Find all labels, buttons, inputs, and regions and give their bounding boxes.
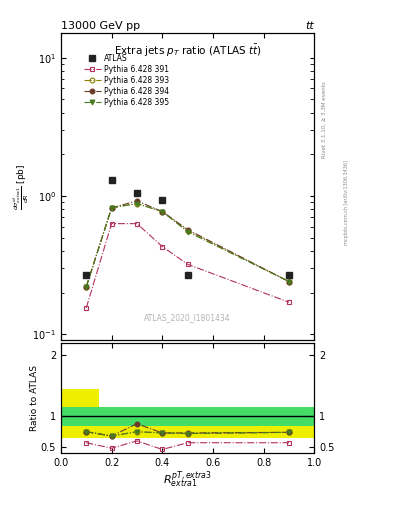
Text: Extra jets $p_T$ ratio (ATLAS $t\bar{t}$): Extra jets $p_T$ ratio (ATLAS $t\bar{t}$… (114, 42, 262, 58)
ATLAS (287, 271, 292, 278)
Line: Pythia 6.428 391: Pythia 6.428 391 (84, 221, 292, 310)
Y-axis label: $\frac{d\sigma^{id}_{extra1}}{dR}$ [pb]: $\frac{d\sigma^{id}_{extra1}}{dR}$ [pb] (11, 164, 31, 210)
Pythia 6.428 394 (287, 279, 292, 285)
ATLAS (160, 197, 165, 203)
Line: Pythia 6.428 393: Pythia 6.428 393 (84, 201, 292, 289)
Pythia 6.428 395 (109, 205, 114, 211)
Pythia 6.428 393 (134, 201, 140, 207)
Text: Rivet 3.1.10, ≥ 3.3M events: Rivet 3.1.10, ≥ 3.3M events (322, 81, 327, 158)
ATLAS (84, 271, 89, 278)
Text: ATLAS_2020_I1801434: ATLAS_2020_I1801434 (144, 313, 231, 322)
Pythia 6.428 391 (134, 221, 140, 227)
Pythia 6.428 391 (287, 299, 292, 305)
Pythia 6.428 394 (109, 205, 114, 211)
Pythia 6.428 395 (287, 279, 292, 285)
X-axis label: $R^{pT,extra3}_{extra1}$: $R^{pT,extra3}_{extra1}$ (163, 470, 212, 490)
Line: Pythia 6.428 395: Pythia 6.428 395 (84, 201, 292, 289)
Line: ATLAS: ATLAS (83, 177, 292, 278)
Legend: ATLAS, Pythia 6.428 391, Pythia 6.428 393, Pythia 6.428 394, Pythia 6.428 395: ATLAS, Pythia 6.428 391, Pythia 6.428 39… (83, 52, 171, 108)
Pythia 6.428 393 (160, 208, 165, 215)
Pythia 6.428 394 (84, 284, 89, 290)
Text: 13000 GeV pp: 13000 GeV pp (61, 20, 140, 31)
Pythia 6.428 391 (160, 244, 165, 250)
Y-axis label: Ratio to ATLAS: Ratio to ATLAS (30, 365, 39, 431)
Pythia 6.428 393 (109, 205, 114, 211)
Pythia 6.428 391 (185, 261, 190, 267)
ATLAS (109, 177, 114, 183)
Pythia 6.428 391 (109, 221, 114, 227)
Pythia 6.428 395 (134, 201, 140, 207)
Pythia 6.428 395 (185, 229, 190, 235)
ATLAS (134, 190, 140, 196)
Pythia 6.428 394 (134, 198, 140, 204)
Text: mcplots.cern.ch [arXiv:1306.3436]: mcplots.cern.ch [arXiv:1306.3436] (344, 160, 349, 245)
Pythia 6.428 393 (84, 284, 89, 290)
Pythia 6.428 393 (185, 228, 190, 234)
Text: tt: tt (306, 20, 314, 31)
Pythia 6.428 394 (160, 208, 165, 215)
Pythia 6.428 391 (84, 305, 89, 311)
Pythia 6.428 394 (185, 227, 190, 233)
Line: Pythia 6.428 394: Pythia 6.428 394 (84, 199, 292, 289)
ATLAS (185, 271, 190, 278)
Pythia 6.428 395 (160, 208, 165, 215)
Pythia 6.428 395 (84, 284, 89, 290)
Pythia 6.428 393 (287, 279, 292, 285)
